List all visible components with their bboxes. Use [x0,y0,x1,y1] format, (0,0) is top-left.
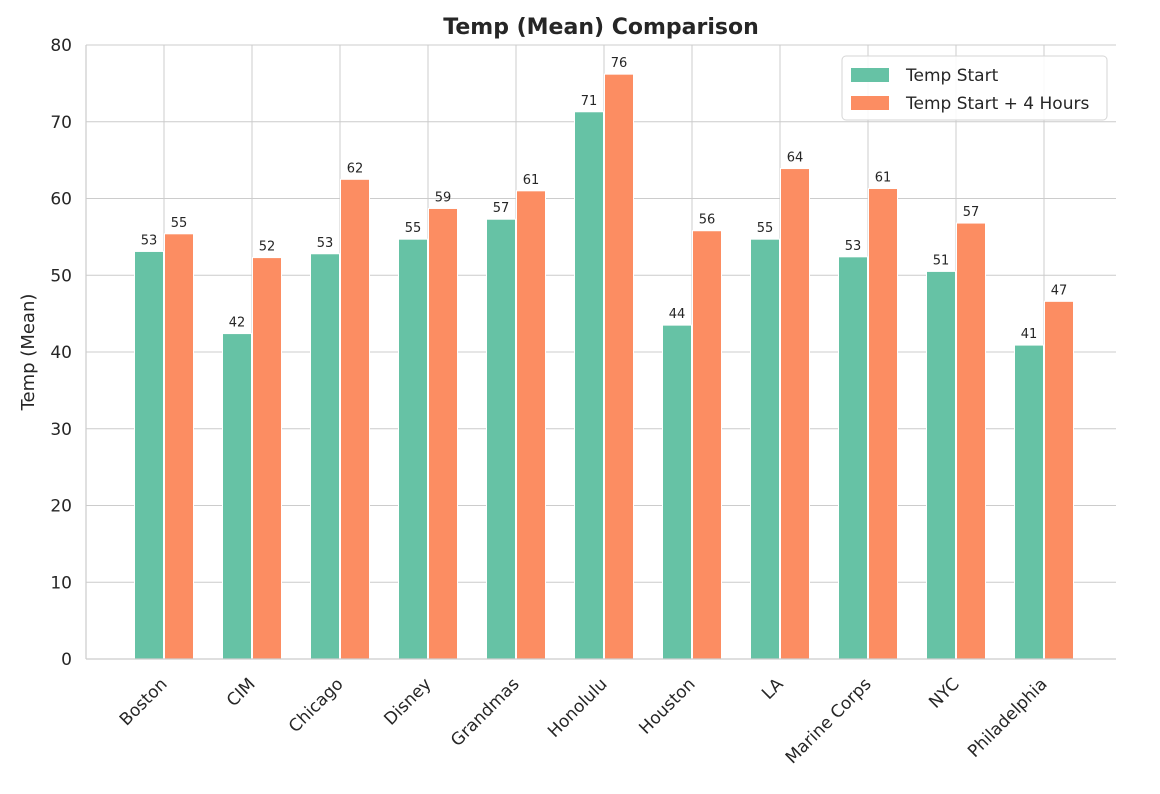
bar-value-label: 59 [435,190,452,205]
y-tick-label: 10 [50,573,72,593]
bar-temp-start-plus-4-nyc [956,222,986,660]
bar-temp-start-disney [398,238,428,660]
legend-swatch [851,96,889,110]
bar-value-label: 61 [523,173,540,188]
bar-value-label: 64 [787,151,804,166]
y-tick-label: 30 [50,420,72,440]
y-axis-label: Temp (Mean) [18,294,39,412]
y-tick-label: 0 [61,650,72,670]
bar-value-label: 57 [493,201,510,216]
y-tick-label: 60 [50,190,72,210]
bar-value-label: 52 [259,240,276,255]
x-tick-label: Houston [635,674,699,738]
bar-value-label: 53 [317,236,334,251]
x-tick-label: LA [758,674,788,704]
bar-temp-start-plus-4-philadelphia [1044,300,1074,660]
bar-temp-start-plus-4-boston [164,233,194,660]
bar-temp-start-nyc [926,270,956,660]
x-tick-label: Boston [116,674,172,730]
bar-temp-start-plus-4-disney [428,207,458,660]
bar-value-label: 56 [699,213,716,228]
bar-value-label: 61 [875,171,892,186]
x-tick-label: CIM [223,674,259,710]
bar-temp-start-cim [222,333,252,660]
bar-temp-start-la [750,238,780,660]
bar-value-label: 51 [933,253,950,268]
y-tick-label: 40 [50,343,72,363]
bar-temp-start-plus-4-honolulu [604,73,634,660]
bar-temp-start-plus-4-la [780,168,810,660]
x-tick-label: Grandmas [447,674,523,750]
legend-box [841,55,1108,121]
x-tick-label: Honolulu [544,674,611,741]
bar-value-label: 53 [845,239,862,254]
bar-value-label: 57 [963,205,980,220]
bar-temp-start-plus-4-grandmas [516,190,546,660]
bar-value-label: 55 [405,221,422,236]
bar-value-label: 55 [757,221,774,236]
data-labels: 53 42 53 55 57 71 44 55 53 51 41 55 52 62 59 61 76 56 64 61… [141,56,1068,342]
bar-temp-start-plus-4-marine-corps [868,188,898,660]
bar-temp-start-plus-4-houston [692,230,722,660]
bar-value-label: 53 [141,233,158,248]
bar-temp-start-boston [134,250,164,660]
y-tick-label: 70 [50,113,72,133]
legend-label: Temp Start + 4 Hours [905,94,1089,114]
bar-value-label: 42 [229,316,246,331]
bar-temp-start-houston [662,324,692,660]
bar-value-label: 44 [669,307,686,322]
bar-value-label: 47 [1051,283,1068,298]
bar-temp-start-philadelphia [1014,344,1044,660]
bar-temp-start-plus-4-cim [252,257,282,660]
bar-value-label: 76 [611,56,628,71]
tick-labels: 0 10 20 30 40 50 60 70 80 Boston CIM Chicago Disney G… [50,36,1051,768]
x-tick-label: Philadelphia [964,674,1051,761]
bar-temp-start-honolulu [574,111,604,660]
y-tick-label: 50 [50,266,72,286]
legend-label: Temp Start [905,66,999,86]
chart-title: Temp (Mean) Comparison [443,15,758,40]
x-tick-label: Marine Corps [782,674,876,768]
bar-value-label: 41 [1021,327,1038,342]
bar-temp-start-grandmas [486,218,516,660]
bar-temp-start-plus-4-chicago [340,178,370,660]
bars [134,73,1074,660]
y-tick-label: 80 [50,36,72,56]
y-tick-label: 20 [50,497,72,517]
x-tick-label: Chicago [285,674,347,736]
legend-swatch [851,68,889,82]
bar-temp-start-chicago [310,253,340,660]
x-tick-label: NYC [925,674,963,712]
bar-value-label: 62 [347,161,364,176]
bar-value-label: 71 [581,94,598,109]
axes [85,45,1116,660]
legend: Temp Start Temp Start + 4 Hours [841,55,1108,121]
bar-value-label: 55 [171,216,188,231]
bar-temp-start-marine-corps [838,256,868,660]
x-tick-label: Disney [380,674,435,729]
